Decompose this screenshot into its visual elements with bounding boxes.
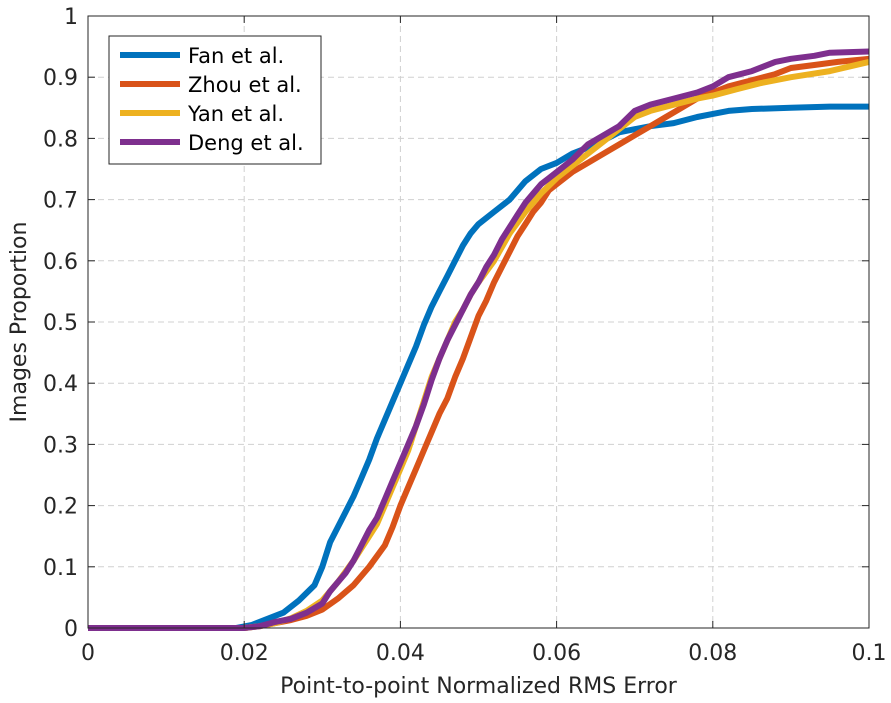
- y-tick-label: 1: [64, 5, 78, 30]
- y-tick-label: 0: [64, 617, 78, 642]
- y-tick-label: 0.8: [43, 127, 78, 152]
- y-tick-label: 0.7: [43, 189, 78, 214]
- y-tick-label: 0.2: [43, 495, 78, 520]
- series-layer: [88, 48, 870, 631]
- x-tick-label: 0.06: [532, 641, 581, 666]
- y-tick-label: 0.1: [43, 556, 78, 581]
- x-tick-label: 0.02: [220, 641, 269, 666]
- legend-label: Fan et al.: [188, 44, 284, 68]
- legend-label: Deng et al.: [188, 131, 304, 155]
- x-ticks: 0 0.02 0.04 0.06 0.08 0.1: [81, 16, 887, 666]
- legend: Fan et al. Zhou et al. Yan et al. Deng et a…: [108, 35, 322, 165]
- y-tick-label: 0.4: [43, 372, 78, 397]
- y-tick-label: 0.9: [43, 66, 78, 91]
- x-axis-label: Point-to-point Normalized RMS Error: [280, 674, 678, 699]
- y-axis-label: Images Proportion: [7, 222, 32, 423]
- legend-label: Zhou et al.: [188, 73, 302, 97]
- y-tick-label: 0.6: [43, 250, 78, 275]
- x-tick-label: 0.1: [852, 641, 887, 666]
- x-tick-label: 0: [81, 641, 95, 666]
- x-tick-label: 0.04: [376, 641, 425, 666]
- legend-label: Yan et al.: [187, 102, 284, 126]
- x-tick-label: 0.08: [688, 641, 737, 666]
- y-tick-label: 0.3: [43, 433, 78, 458]
- series-line: [88, 103, 869, 631]
- y-ticks: 0 0.1 0.2 0.3 0.4 0.5 0.6 0.7 0.8 0.9 1: [43, 5, 869, 642]
- grid: [88, 16, 869, 628]
- series-line: [88, 48, 870, 631]
- y-tick-label: 0.5: [43, 311, 78, 336]
